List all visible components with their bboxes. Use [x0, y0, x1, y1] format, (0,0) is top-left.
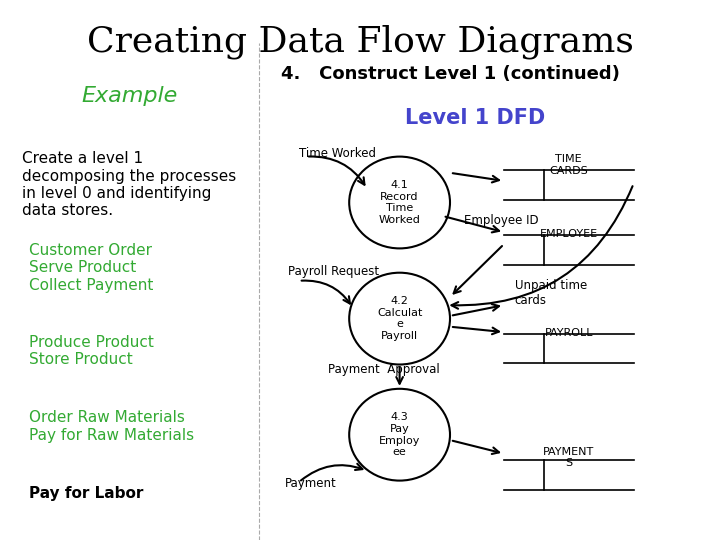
- Text: Payment: Payment: [284, 477, 336, 490]
- Text: Order Raw Materials
Pay for Raw Materials: Order Raw Materials Pay for Raw Material…: [29, 410, 194, 443]
- Text: 4.2
Calculat
e
Payroll: 4.2 Calculat e Payroll: [377, 296, 423, 341]
- Text: Level 1 DFD: Level 1 DFD: [405, 108, 545, 128]
- Text: PAYMENT
S: PAYMENT S: [543, 447, 595, 468]
- Text: Example: Example: [81, 86, 178, 106]
- Text: EMPLOYEE: EMPLOYEE: [540, 229, 598, 239]
- Text: Unpaid time
cards: Unpaid time cards: [515, 279, 587, 307]
- Text: Pay for Labor: Pay for Labor: [29, 486, 143, 501]
- Text: Payment  Approval: Payment Approval: [328, 363, 439, 376]
- Text: Produce Product
Store Product: Produce Product Store Product: [29, 335, 153, 367]
- Text: Employee ID: Employee ID: [464, 214, 539, 227]
- Text: TIME
CARDS: TIME CARDS: [549, 154, 588, 176]
- Text: PAYROLL: PAYROLL: [544, 328, 593, 338]
- Text: 4.1
Record
Time
Worked: 4.1 Record Time Worked: [379, 180, 420, 225]
- Text: Payroll Request: Payroll Request: [288, 265, 379, 278]
- Text: 4.3
Pay
Employ
ee: 4.3 Pay Employ ee: [379, 413, 420, 457]
- Text: Creating Data Flow Diagrams: Creating Data Flow Diagrams: [86, 24, 634, 59]
- Text: 4.   Construct Level 1 (continued): 4. Construct Level 1 (continued): [281, 65, 620, 83]
- Text: Create a level 1
decomposing the processes
in level 0 and identifying
data store: Create a level 1 decomposing the process…: [22, 151, 236, 218]
- Text: Customer Order
Serve Product
Collect Payment: Customer Order Serve Product Collect Pay…: [29, 243, 153, 293]
- Text: Time Worked: Time Worked: [299, 147, 376, 160]
